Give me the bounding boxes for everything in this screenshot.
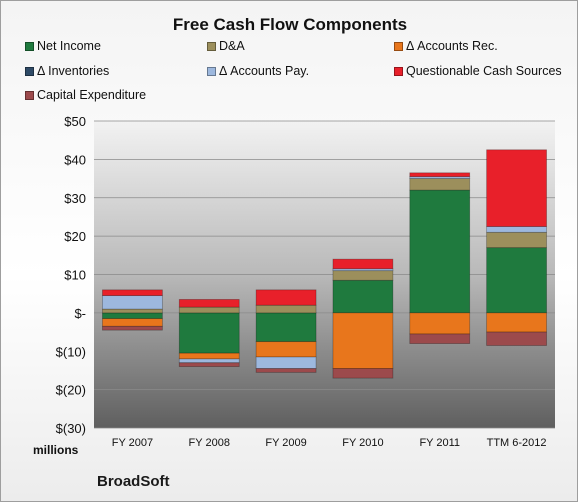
legend-item-da: D&A: [207, 38, 245, 54]
bar-segment-d-a: [409, 178, 471, 191]
legend-item-inventories: Δ Inventories: [25, 63, 109, 79]
bars: [102, 149, 547, 379]
legend-label: Δ Accounts Pay.: [219, 64, 310, 78]
bar-segment-d-a: [486, 231, 547, 249]
bar-segment-accounts-rec: [102, 318, 163, 327]
bar-segment-d-a: [102, 308, 163, 314]
units-label: millions: [33, 443, 79, 457]
y-tick-label: $30: [64, 191, 86, 206]
bar-segment-d-a: [332, 270, 394, 281]
bar-segment-questionable-cash-sources: [486, 149, 547, 227]
legend-swatch: [207, 42, 216, 51]
bar-segment-capital-expenditure: [332, 368, 394, 379]
bar-segment-capital-expenditure: [409, 333, 471, 344]
bar-segment-accounts-pay: [409, 176, 471, 179]
bar-segment-net-income: [486, 247, 547, 314]
legend-label: Δ Accounts Rec.: [406, 39, 498, 53]
bar-segment-net-income: [255, 312, 317, 343]
x-tick-label: FY 2008: [189, 437, 230, 449]
y-axis-ticks: $50 $40 $30 $20 $10 $- $(10) $(20) $(30): [56, 114, 86, 436]
y-tick-label: $20: [64, 229, 86, 244]
bar-segment-accounts-pay: [486, 226, 547, 233]
legend-label: Net Income: [37, 39, 101, 53]
brand-label: BroadSoft: [97, 473, 170, 490]
y-tick-label: $40: [64, 152, 86, 167]
y-tick-label: $(10): [56, 344, 86, 359]
y-tick-label: $(30): [56, 421, 86, 436]
gridlines: [94, 120, 555, 429]
bar-segment-accounts-rec: [178, 352, 240, 360]
legend-item-questionable-cash: Questionable Cash Sources: [394, 63, 562, 79]
legend-item-accounts-rec: Δ Accounts Rec.: [394, 38, 498, 54]
x-tick-label: FY 2011: [419, 437, 460, 449]
x-tick-label: FY 2007: [112, 437, 153, 449]
bar-segment-net-income: [409, 189, 471, 314]
bar-segment-capital-expenditure: [102, 325, 163, 331]
legend-swatch: [25, 91, 34, 100]
chart-title: Free Cash Flow Components: [172, 15, 408, 34]
bar-segment-questionable-cash-sources: [255, 289, 317, 306]
bar-segment-d-a: [178, 306, 240, 314]
legend-label: Δ Inventories: [37, 64, 110, 78]
legend-swatch: [207, 67, 216, 76]
x-tick-label: FY 2010: [342, 437, 383, 449]
y-tick-label: $50: [64, 114, 86, 129]
legend-label: Capital Expenditure: [37, 88, 147, 102]
bar-segment-questionable-cash-sources: [409, 172, 471, 178]
x-axis-ticks: FY 2007 FY 2008 FY 2009 FY 2010 FY 2011 TTM 6…: [112, 437, 547, 449]
bar-segment-net-income: [332, 279, 394, 314]
bar-segment-net-income: [178, 312, 240, 354]
bar-segment-accounts-rec: [486, 312, 547, 333]
legend-item-capex: Capital Expenditure: [25, 87, 146, 103]
bar-segment-accounts-pay: [255, 356, 317, 369]
x-tick-label: FY 2009: [265, 437, 306, 449]
bar-segment-d-a: [255, 304, 317, 314]
bar-segment-accounts-pay: [178, 358, 240, 364]
y-tick-label: $-: [74, 306, 86, 321]
bar-segment-accounts-pay: [102, 295, 163, 310]
legend-swatch: [25, 42, 34, 51]
legend-label: D&A: [219, 39, 245, 53]
y-tick-label: $(20): [56, 383, 86, 398]
bar-segment-capital-expenditure: [486, 331, 547, 346]
bar-segment-capital-expenditure: [255, 368, 317, 373]
legend-swatch: [25, 67, 34, 76]
bar-segment-net-income: [102, 312, 163, 320]
bar-segment-capital-expenditure: [178, 362, 240, 368]
bar-segment-questionable-cash-sources: [332, 258, 394, 270]
bar-segment-questionable-cash-sources: [178, 299, 240, 308]
legend-item-net-income: Net Income: [25, 38, 101, 54]
legend-swatch: [394, 42, 403, 51]
legend-item-accounts-pay: Δ Accounts Pay.: [207, 63, 309, 79]
bar-segment-accounts-rec: [332, 312, 394, 369]
bar-segment-questionable-cash-sources: [102, 289, 163, 297]
y-tick-label: $10: [64, 268, 86, 283]
bar-segment-accounts-rec: [409, 312, 471, 335]
bar-segment-accounts-rec: [255, 341, 317, 358]
legend-label: Questionable Cash Sources: [406, 64, 562, 78]
legend-swatch: [394, 67, 403, 76]
x-tick-label: TTM 6-2012: [487, 437, 547, 449]
